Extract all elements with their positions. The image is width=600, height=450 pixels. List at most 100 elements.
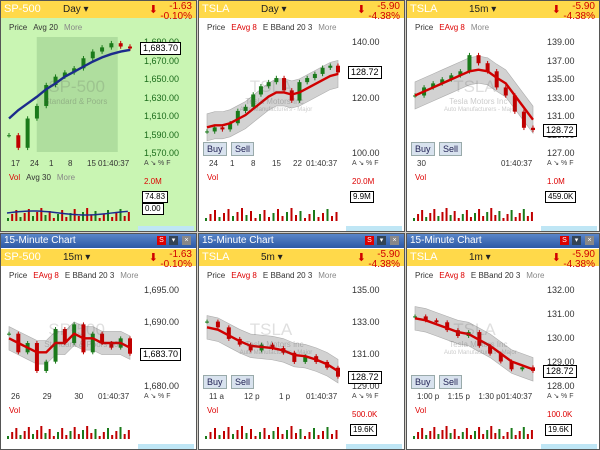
sell-button[interactable]: Sell xyxy=(231,375,255,389)
horizontal-scrollbar[interactable] xyxy=(346,226,402,231)
menu-icon[interactable]: ▾ xyxy=(572,236,581,245)
volume-bar xyxy=(36,430,39,439)
symbol-label[interactable]: TSLA xyxy=(202,251,230,263)
horizontal-scrollbar[interactable] xyxy=(541,444,597,449)
volume-studies-legend[interactable]: Vol xyxy=(207,173,224,182)
study-eavg-8[interactable]: EAvg 8 xyxy=(231,23,257,32)
y-tick-label: 140.00 xyxy=(352,37,380,47)
y-tick-label: 120.00 xyxy=(352,92,380,103)
symbol-label[interactable]: SP-500 xyxy=(4,3,41,15)
study-more[interactable]: More xyxy=(64,23,83,32)
menu-icon[interactable]: ▾ xyxy=(377,236,386,245)
studies-legend[interactable]: Price EAvg 8 E BBand 20 3 More xyxy=(207,23,343,32)
volume-study-vol[interactable]: Vol xyxy=(207,406,219,415)
buy-button[interactable]: Buy xyxy=(411,142,435,156)
timeframe-label[interactable]: 1m ▾ xyxy=(469,252,491,263)
symbol-label[interactable]: TSLA xyxy=(202,3,230,15)
study-eavg-8[interactable]: EAvg 8 xyxy=(231,271,257,280)
close-icon[interactable]: × xyxy=(585,236,594,245)
buy-button[interactable]: Buy xyxy=(203,142,227,156)
volume-studies-legend[interactable]: Vol Avg 30 More xyxy=(9,173,81,182)
study-e-bband-20-3[interactable]: E BBand 20 3 xyxy=(470,271,521,280)
symbol-label[interactable]: TSLA xyxy=(410,251,438,263)
volume-bar xyxy=(107,428,109,439)
volume-bar xyxy=(425,435,428,439)
s-icon[interactable]: S xyxy=(157,236,166,245)
studies-legend[interactable]: Price EAvg 8 E BBand 20 3 More xyxy=(415,271,551,280)
x-tick-label: 11 a xyxy=(209,392,224,401)
symbol-bar: TSLA Day ▾ ⬇ -5.90 -4.38% xyxy=(199,1,404,22)
menu-icon[interactable]: ▾ xyxy=(169,236,178,245)
volume-study-more[interactable]: More xyxy=(56,173,76,182)
volume-chart xyxy=(205,426,338,439)
study-more[interactable]: More xyxy=(470,23,490,32)
volume-study-vol[interactable]: Vol xyxy=(207,173,219,182)
study-e-bband-20-3[interactable]: E BBand 20 3 xyxy=(262,271,313,280)
close-icon[interactable]: × xyxy=(182,236,191,245)
timeframe-label[interactable]: 5m ▾ xyxy=(261,252,283,263)
study-more[interactable]: More xyxy=(318,271,337,280)
volume-study-vol[interactable]: Vol xyxy=(415,173,427,182)
volume-bar xyxy=(421,210,424,221)
volume-study-avg-30[interactable]: Avg 30 xyxy=(26,173,51,182)
study-price[interactable]: Price xyxy=(207,271,226,280)
study-avg-20[interactable]: Avg 20 xyxy=(33,23,58,32)
studies-legend[interactable]: Price EAvg 8 E BBand 20 3 More xyxy=(9,271,145,280)
chart-options-icon[interactable]: A ↘ % F xyxy=(352,160,379,167)
studies-legend[interactable]: Price EAvg 8 E BBand 20 3 More xyxy=(207,271,343,280)
symbol-label[interactable]: TSLA xyxy=(410,3,438,15)
studies-legend[interactable]: Price Avg 20 More xyxy=(9,23,88,32)
horizontal-scrollbar[interactable] xyxy=(346,444,402,449)
study-eavg-8[interactable]: EAvg 8 xyxy=(439,271,465,280)
volume-bar xyxy=(23,431,26,439)
study-price[interactable]: Price xyxy=(207,23,226,32)
x-tick-label: 24 xyxy=(30,159,39,168)
horizontal-scrollbar[interactable] xyxy=(138,226,194,231)
volume-studies-legend[interactable]: Vol xyxy=(415,173,432,182)
study-price[interactable]: Price xyxy=(9,23,28,32)
volume-bar xyxy=(453,211,456,221)
y-tick-label: 1,630.00 xyxy=(144,92,180,103)
close-icon[interactable]: × xyxy=(390,236,399,245)
candle-body xyxy=(531,127,535,131)
down-arrow-icon: ⬇ xyxy=(356,252,366,264)
volume-studies-legend[interactable]: Vol xyxy=(415,406,432,415)
timeframe-label[interactable]: Day ▾ xyxy=(63,4,89,15)
study-e-bband-20-3[interactable]: E BBand 20 3 xyxy=(262,23,313,32)
study-more[interactable]: More xyxy=(120,271,139,280)
volume-study-vol[interactable]: Vol xyxy=(9,406,21,415)
study-eavg-8[interactable]: EAvg 8 xyxy=(439,23,465,32)
study-e-bband-20-3[interactable]: E BBand 20 3 xyxy=(64,271,115,280)
sell-button[interactable]: Sell xyxy=(231,142,255,156)
chart-options-icon[interactable]: A ↘ % F xyxy=(352,393,379,400)
study-price[interactable]: Price xyxy=(9,271,28,280)
candle-body xyxy=(228,123,233,130)
buy-button[interactable]: Buy xyxy=(411,375,435,389)
study-price[interactable]: Price xyxy=(415,271,434,280)
timeframe-label[interactable]: Day ▾ xyxy=(261,4,287,15)
study-price[interactable]: Price xyxy=(415,23,434,32)
sell-button[interactable]: Sell xyxy=(439,375,463,389)
volume-studies-legend[interactable]: Vol xyxy=(9,406,26,415)
horizontal-scrollbar[interactable] xyxy=(541,226,597,231)
sell-button[interactable]: Sell xyxy=(439,142,463,156)
study-more[interactable]: More xyxy=(318,23,337,32)
volume-studies-legend[interactable]: Vol xyxy=(207,406,224,415)
buy-button[interactable]: Buy xyxy=(203,375,227,389)
s-icon[interactable]: S xyxy=(560,236,569,245)
timeframe-label[interactable]: 15m ▾ xyxy=(63,252,91,263)
studies-legend[interactable]: Price EAvg 8 More xyxy=(415,23,495,32)
symbol-label[interactable]: SP-500 xyxy=(4,251,41,263)
watermark-subtitle: Tesla Motors Inc xyxy=(245,96,304,106)
chart-options-icon[interactable]: A ↘ % F xyxy=(144,393,171,400)
chart-options-icon[interactable]: A ↘ % F xyxy=(547,393,574,400)
study-eavg-8[interactable]: EAvg 8 xyxy=(33,271,59,280)
chart-options-icon[interactable]: A ↘ % F xyxy=(547,160,574,167)
timeframe-label[interactable]: 15m ▾ xyxy=(469,4,497,15)
chart-options-icon[interactable]: A ↘ % F xyxy=(144,160,171,167)
study-more[interactable]: More xyxy=(526,271,545,280)
horizontal-scrollbar[interactable] xyxy=(138,444,194,449)
s-icon[interactable]: S xyxy=(365,236,374,245)
volume-study-vol[interactable]: Vol xyxy=(9,173,21,182)
volume-study-vol[interactable]: Vol xyxy=(415,406,427,415)
